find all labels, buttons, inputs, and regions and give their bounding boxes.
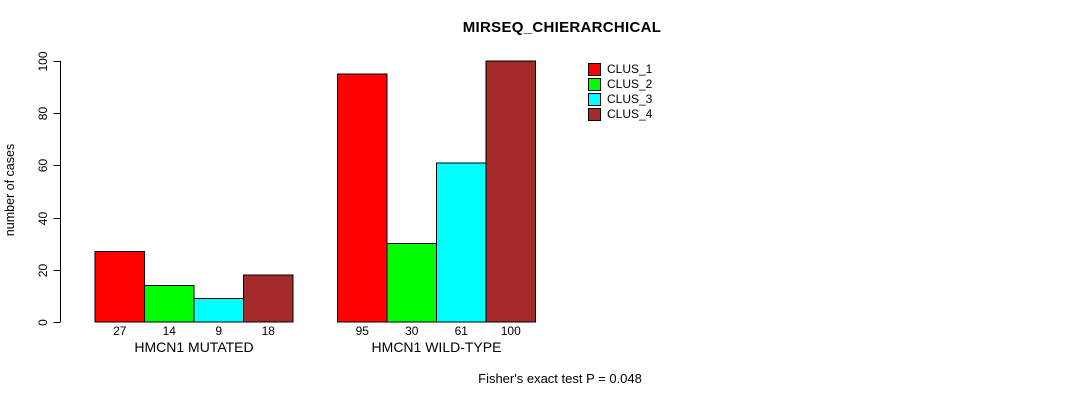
bar [436, 162, 487, 323]
legend-swatch [588, 93, 601, 106]
bar [144, 284, 195, 323]
bar-value-label: 27 [113, 324, 127, 338]
y-axis-title: number of cases [3, 144, 17, 236]
legend-item: CLUS_3 [588, 92, 652, 107]
bar-value-label: 30 [405, 324, 419, 338]
x-category-label: HMCN1 MUTATED [134, 339, 253, 355]
bar [337, 73, 388, 323]
y-tick-label: 20 [36, 264, 50, 278]
y-tick-label: 100 [36, 51, 50, 71]
bar [193, 298, 244, 323]
y-tick-label: 80 [36, 107, 50, 121]
legend-item: CLUS_4 [588, 107, 652, 122]
bar-value-label: 100 [501, 324, 521, 338]
y-tick-label: 0 [36, 319, 50, 326]
legend-item: CLUS_2 [588, 77, 652, 92]
legend-swatch [588, 63, 601, 76]
y-tick-label: 60 [36, 159, 50, 173]
bar [94, 251, 145, 323]
y-tick-label: 40 [36, 212, 50, 226]
bar [485, 60, 536, 323]
annotation-text: Fisher's exact test P = 0.048 [478, 371, 642, 386]
legend-swatch [588, 108, 601, 121]
legend-label: CLUS_3 [607, 92, 653, 106]
legend: CLUS_1 CLUS_2 CLUS_3 CLUS_4 [588, 62, 652, 122]
bar-value-label: 95 [356, 324, 370, 338]
bar [243, 274, 294, 323]
x-category-label: HMCN1 WILD-TYPE [372, 339, 502, 355]
legend-swatch [588, 78, 601, 91]
legend-label: CLUS_1 [607, 62, 653, 76]
legend-label: CLUS_2 [607, 77, 653, 91]
bar-value-label: 14 [163, 324, 177, 338]
legend-item: CLUS_1 [588, 62, 652, 77]
bar-value-label: 9 [215, 324, 222, 338]
chart-title: MIRSEQ_CHIERARCHICAL [462, 19, 662, 36]
bar-value-label: 61 [455, 324, 469, 338]
bar [386, 243, 437, 323]
bar-value-label: 18 [262, 324, 276, 338]
legend-label: CLUS_4 [607, 107, 653, 121]
